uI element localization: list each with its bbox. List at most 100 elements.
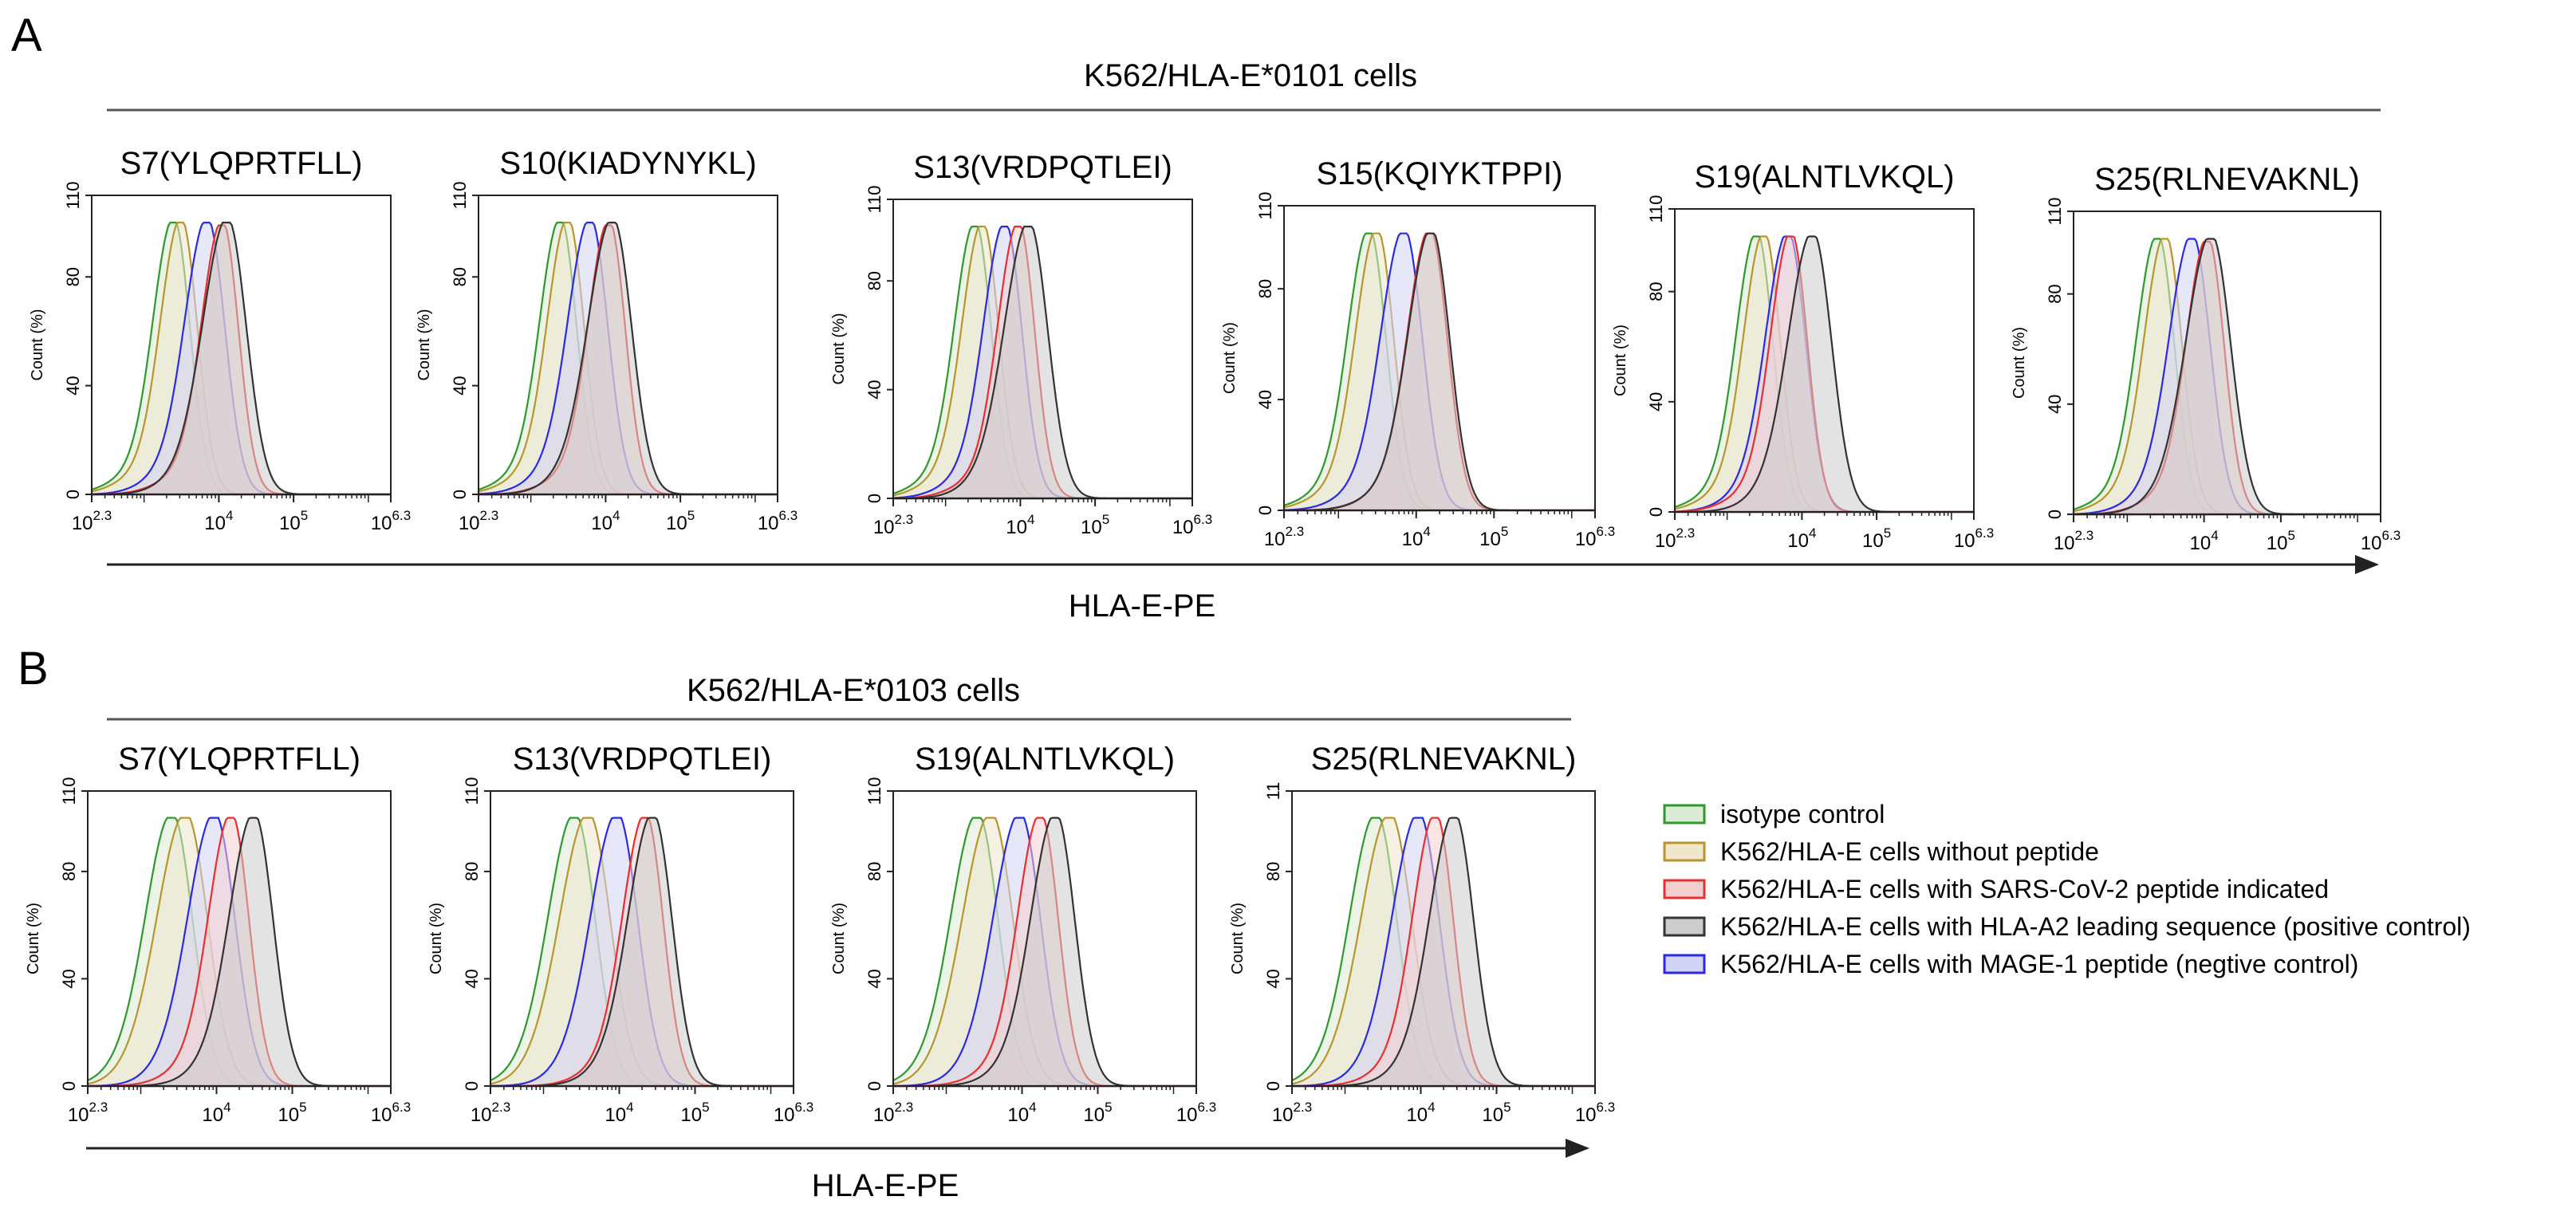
y-axis-label: Count (%) <box>830 903 848 974</box>
panel-title: S19(ALNTLVKQL) <box>915 742 1175 777</box>
y-tick-label: 0 <box>59 1081 79 1091</box>
y-axis-label: Count (%) <box>1221 322 1239 394</box>
y-tick-label: 110 <box>2045 197 2065 225</box>
panel-label-a: A <box>11 10 42 61</box>
panel-title: S15(KQIYKTPPI) <box>1317 156 1563 191</box>
y-axis-label: Count (%) <box>29 309 46 380</box>
y-tick-label: 40 <box>1263 969 1283 988</box>
y-tick-label: 80 <box>2045 284 2065 303</box>
x-tick-label: 102.3 <box>2054 528 2093 554</box>
y-tick-label: 40 <box>865 380 884 399</box>
y-axis-label: Count (%) <box>416 309 433 380</box>
histogram-panel: S25(RLNEVAKNL) Count (%) 0 40 80 11 102.3 104 10… <box>1229 742 1615 1126</box>
x-tick-label: 106.3 <box>1954 525 1994 552</box>
y-tick-label: 0 <box>865 494 884 503</box>
section-a-xlabel: HLA-E-PE <box>1069 588 1216 624</box>
histogram-panel: S13(VRDPQTLEI) Count (%) 0 40 80 110 102.3 104 1… <box>427 742 813 1126</box>
x-tick-label: 106.3 <box>774 1100 813 1126</box>
x-tick-label: 104 <box>1406 1100 1435 1126</box>
y-tick-label: 110 <box>63 181 83 209</box>
y-tick-label: 110 <box>865 777 884 805</box>
x-tick-label: 102.3 <box>471 1100 510 1126</box>
y-tick-label: 40 <box>63 376 83 395</box>
y-tick-label: 80 <box>1255 279 1275 298</box>
y-tick-label: 80 <box>1646 281 1666 301</box>
x-tick-label: 105 <box>2267 528 2295 554</box>
legend-item: K562/HLA-E cells with MAGE-1 peptide (ne… <box>1663 950 2358 978</box>
x-tick-label: 104 <box>202 1100 230 1126</box>
y-tick-label: 110 <box>865 185 884 213</box>
y-tick-label: 0 <box>462 1081 482 1091</box>
y-tick-label: 80 <box>450 267 470 286</box>
legend-swatch-isotype <box>1663 804 1706 824</box>
panel-title: S13(VRDPQTLEI) <box>513 742 772 777</box>
x-tick-label: 106.3 <box>1575 1100 1615 1126</box>
x-tick-label: 104 <box>1787 525 1816 552</box>
section-b-title: K562/HLA-E*0103 cells <box>687 673 1020 708</box>
legend-item: K562/HLA-E cells with HLA-A2 leading seq… <box>1663 912 2471 941</box>
x-tick-label: 105 <box>1862 525 1891 552</box>
section-b-xlabel: HLA-E-PE <box>812 1168 959 1203</box>
x-tick-label: 102.3 <box>1272 1100 1312 1126</box>
x-tick-label: 102.3 <box>68 1100 108 1126</box>
x-tick-label: 105 <box>666 508 695 534</box>
y-tick-label: 80 <box>462 862 482 881</box>
legend-label-no-peptide: K562/HLA-E cells without peptide <box>1720 837 2099 866</box>
legend-item: isotype control <box>1663 800 1885 828</box>
y-tick-label: 0 <box>1263 1081 1283 1091</box>
y-tick-label: 110 <box>1646 195 1666 222</box>
x-tick-label: 105 <box>278 1100 306 1126</box>
y-tick-label: 40 <box>2045 395 2065 414</box>
legend-label-hla-a2: K562/HLA-E cells with HLA-A2 leading seq… <box>1720 912 2471 941</box>
x-tick-label: 106.3 <box>1172 512 1212 538</box>
y-tick-label: 0 <box>1646 507 1666 517</box>
x-tick-label: 105 <box>1083 1100 1112 1126</box>
x-tick-label: 102.3 <box>873 512 913 538</box>
y-tick-label: 40 <box>59 969 79 988</box>
x-tick-label: 105 <box>680 1100 709 1126</box>
x-tick-label: 106.3 <box>1575 524 1615 550</box>
legend-label-mage1: K562/HLA-E cells with MAGE-1 peptide (ne… <box>1720 950 2358 978</box>
y-tick-label: 0 <box>2045 510 2065 519</box>
x-tick-label: 104 <box>1006 512 1034 538</box>
histogram-panel: S19(ALNTLVKQL) Count (%) 0 40 80 110 102.3 104 1… <box>1612 159 1994 552</box>
section-a-title: K562/HLA-E*0101 cells <box>1084 58 1417 93</box>
x-tick-label: 104 <box>1007 1100 1036 1126</box>
x-tick-label: 105 <box>1081 512 1109 538</box>
y-tick-label: 110 <box>59 777 79 805</box>
y-tick-label: 80 <box>59 862 79 881</box>
x-tick-label: 102.3 <box>72 508 112 534</box>
legend-label-isotype: isotype control <box>1720 800 1885 828</box>
legend-label-sars-peptide: K562/HLA-E cells with SARS-CoV-2 peptide… <box>1720 875 2329 903</box>
panel-title: S7(YLQPRTFLL) <box>120 146 363 181</box>
x-tick-label: 104 <box>591 508 620 534</box>
x-tick-label: 106.3 <box>371 1100 411 1126</box>
x-tick-label: 104 <box>605 1100 633 1126</box>
legend-swatch-sars-peptide <box>1663 879 1706 899</box>
y-tick-label: 80 <box>63 267 83 286</box>
y-axis-label: Count (%) <box>1612 325 1629 396</box>
y-axis-label: Count (%) <box>2011 327 2028 399</box>
panel-title: S13(VRDPQTLEI) <box>913 150 1172 185</box>
y-tick-label: 40 <box>1646 392 1666 411</box>
y-axis-label: Count (%) <box>25 903 42 974</box>
panel-title: S25(RLNEVAKNL) <box>2094 162 2360 197</box>
histogram-panel: S10(KIADYNYKL) Count (%) 0 40 80 110 102.3 104 1… <box>416 146 798 534</box>
panel-label-b: B <box>18 643 49 695</box>
y-tick-label: 80 <box>865 862 884 881</box>
y-tick-label: 110 <box>1255 191 1275 219</box>
x-tick-label: 105 <box>1479 524 1508 550</box>
x-tick-label: 102.3 <box>873 1100 913 1126</box>
y-axis-label: Count (%) <box>427 903 445 974</box>
legend-item: K562/HLA-E cells without peptide <box>1663 837 2099 866</box>
histogram-panels: S7(YLQPRTFLL) Count (%) 0 40 80 110 102.3 104 10… <box>25 146 2401 1126</box>
histogram-panel: S7(YLQPRTFLL) Count (%) 0 40 80 110 102.3 104 10… <box>25 742 411 1126</box>
histogram-panel: S25(RLNEVAKNL) Count (%) 0 40 80 110 102.3 104 1… <box>2011 162 2401 554</box>
y-tick-label: 0 <box>450 490 470 499</box>
y-tick-label: 110 <box>450 181 470 209</box>
legend-swatch-hla-a2 <box>1663 916 1706 937</box>
x-tick-label: 106.3 <box>371 508 411 534</box>
legend-swatch-mage1 <box>1663 954 1706 974</box>
y-tick-label: 40 <box>462 969 482 988</box>
